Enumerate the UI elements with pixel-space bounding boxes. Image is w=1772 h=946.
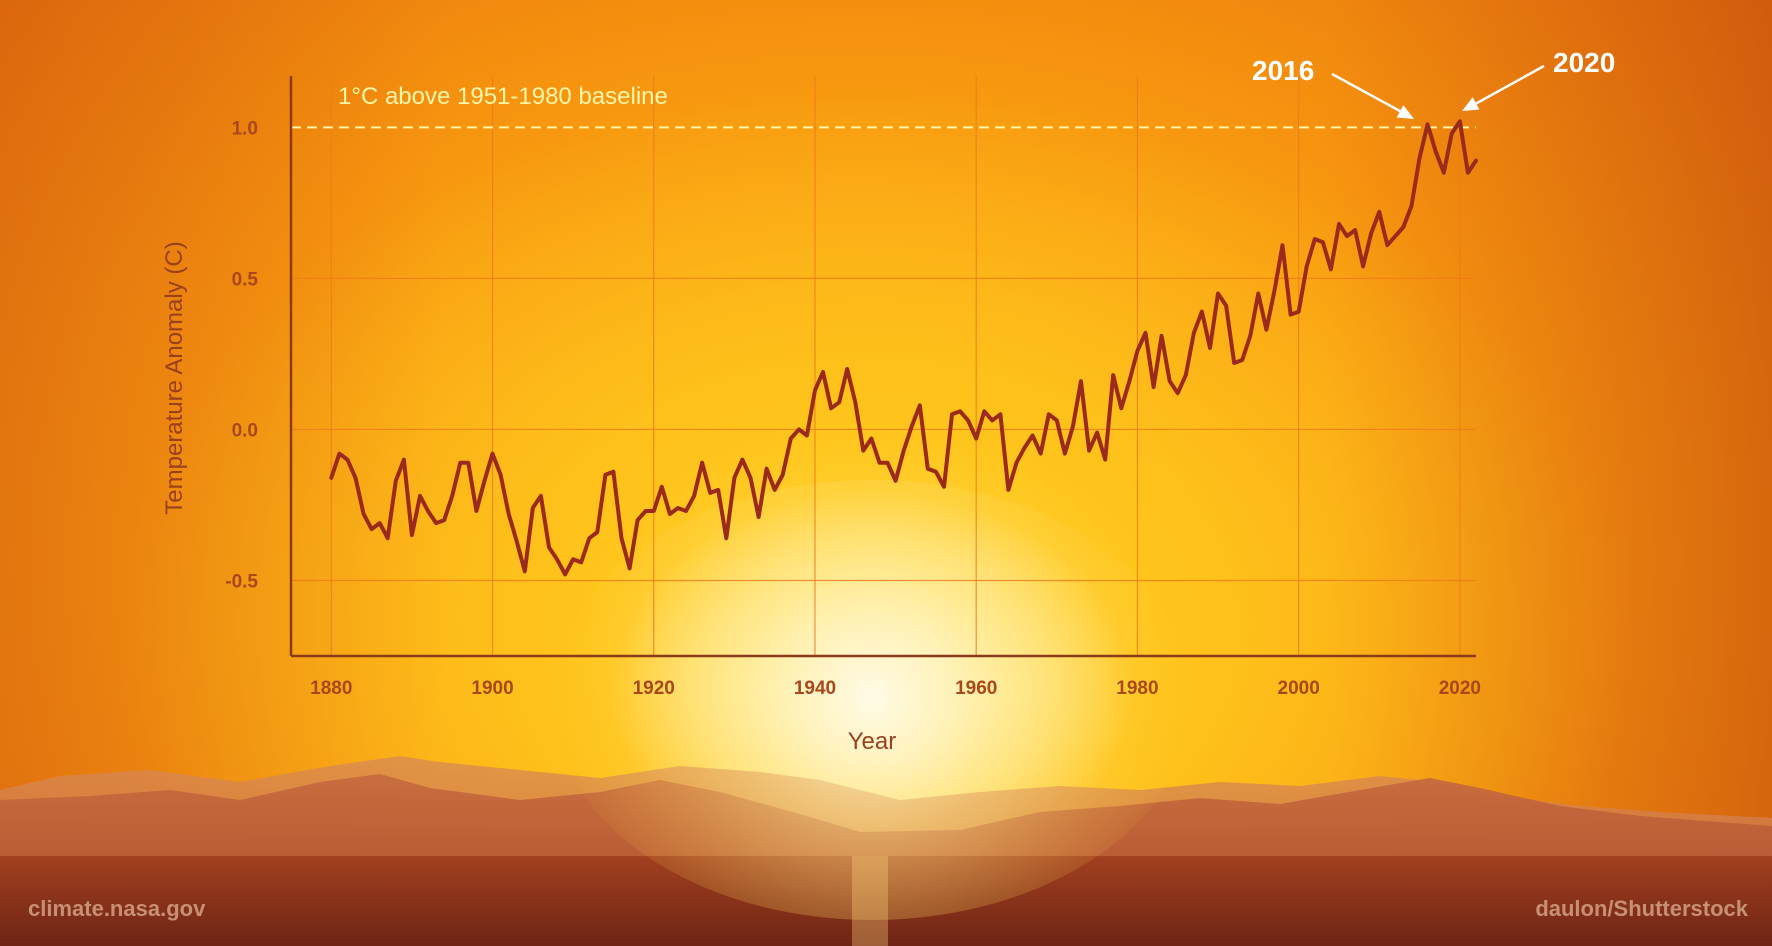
callouts: 2016 2020 [1252, 47, 1615, 119]
x-tick-label: 2000 [1278, 678, 1320, 699]
y-axis-title: Temperature Anomaly (C) [161, 241, 188, 514]
arrow-2020 [1467, 64, 1545, 110]
x-tick-labels: 1880 1900 1920 1940 1960 1980 2000 2020 [310, 678, 1481, 699]
y-tick-label: 1.0 [232, 118, 258, 139]
callout-2020-label: 2020 [1553, 47, 1615, 78]
x-tick-label: 1940 [794, 678, 836, 699]
arrow-2016 [1331, 72, 1410, 118]
y-tick-label: -0.5 [225, 571, 258, 592]
baseline-label: 1°C above 1951-1980 baseline [338, 83, 668, 110]
grid [291, 76, 1476, 656]
axes [289, 76, 1476, 658]
y-tick-labels: 1.0 0.5 0.0 -0.5 [225, 118, 258, 592]
x-tick-label: 2020 [1439, 678, 1481, 699]
sun-reflection [852, 856, 888, 946]
arrow-2016-head [1396, 105, 1414, 119]
x-axis-title: Year [848, 728, 897, 755]
callout-2016-label: 2016 [1252, 55, 1314, 86]
x-tick-label: 1980 [1116, 678, 1158, 699]
x-tick-label: 1960 [955, 678, 997, 699]
y-tick-label: 0.5 [232, 269, 259, 290]
source-credit: climate.nasa.gov [28, 896, 206, 921]
photo-credit: daulon/Shutterstock [1535, 896, 1748, 921]
y-tick-label: 0.0 [232, 420, 258, 441]
x-tick-label: 1880 [310, 678, 352, 699]
arrow-2020-head [1462, 97, 1480, 111]
temperature-anomaly-series-line [329, 119, 1478, 577]
x-tick-label: 1900 [471, 678, 513, 699]
x-tick-label: 1920 [633, 678, 675, 699]
sun-glow [552, 480, 1192, 920]
